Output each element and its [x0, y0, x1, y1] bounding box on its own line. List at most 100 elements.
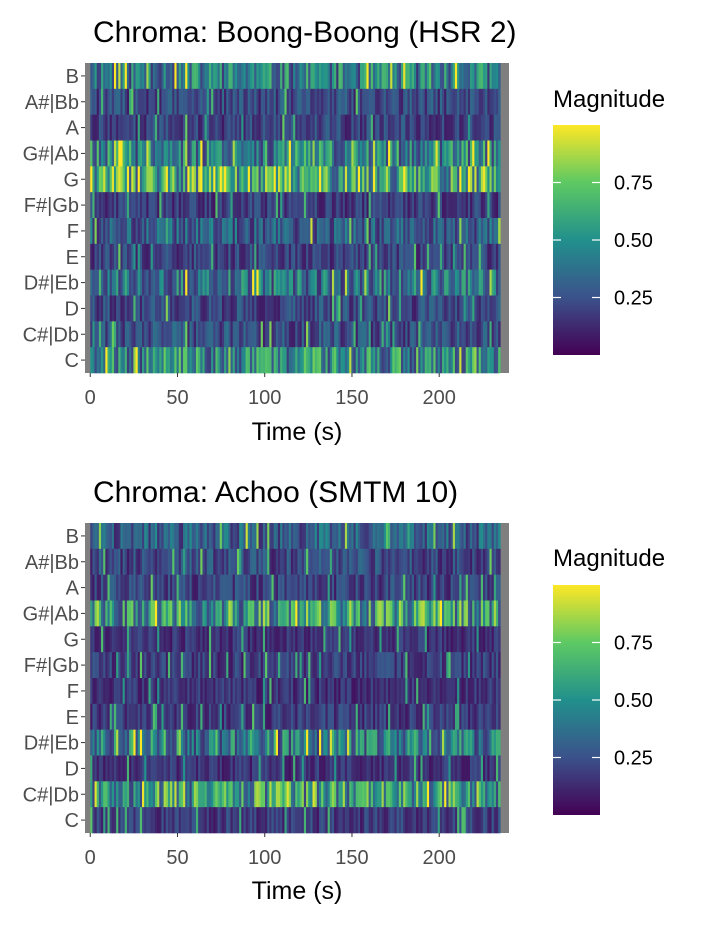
- heatmap-cell: [211, 347, 214, 374]
- heatmap-cell: [254, 192, 257, 219]
- heatmap-cell: [489, 523, 492, 550]
- heatmap-cell: [312, 523, 316, 550]
- heatmap-cell: [277, 166, 281, 193]
- heatmap-cell: [349, 140, 352, 167]
- heatmap-cell: [176, 626, 180, 653]
- heatmap-cell: [113, 140, 117, 167]
- heatmap-cell: [142, 269, 145, 296]
- heatmap-cell: [483, 295, 486, 322]
- heatmap-cell: [148, 652, 152, 679]
- heatmap-cell: [92, 678, 95, 705]
- heatmap-cell: [487, 243, 490, 270]
- heatmap-cell: [360, 755, 363, 782]
- heatmap-cell: [131, 652, 134, 679]
- heatmap-cell: [139, 807, 143, 834]
- heatmap-cell: [321, 600, 324, 627]
- heatmap-cell: [142, 63, 145, 90]
- heatmap-cell: [146, 600, 149, 627]
- heatmap-cell: [159, 347, 162, 374]
- heatmap-cell: [392, 295, 395, 322]
- heatmap-cell: [234, 523, 238, 550]
- heatmap-cell: [336, 140, 339, 167]
- heatmap-cell: [452, 321, 456, 348]
- heatmap-cell: [172, 243, 175, 270]
- heatmap-cell: [295, 218, 298, 245]
- heatmap-cell: [163, 218, 167, 245]
- heatmap-cell: [347, 574, 350, 601]
- heatmap-cell: [312, 114, 316, 141]
- heatmap-cell: [290, 548, 294, 575]
- heatmap-cell: [273, 548, 277, 575]
- heatmap-cell: [396, 63, 400, 90]
- heatmap-cell: [206, 243, 210, 270]
- heatmap-cell: [329, 755, 333, 782]
- heatmap-cell: [120, 88, 123, 115]
- heatmap-cell: [282, 807, 285, 834]
- heatmap-cell: [461, 703, 464, 730]
- heatmap-cell: [198, 548, 201, 575]
- heatmap-cell: [165, 600, 169, 627]
- heatmap-cell: [442, 755, 445, 782]
- heatmap-cell: [299, 295, 303, 322]
- heatmap-cell: [407, 652, 410, 679]
- heatmap-cell: [280, 652, 283, 679]
- heatmap-cell: [340, 781, 344, 808]
- heatmap-cell: [226, 166, 229, 193]
- heatmap-cell: [448, 166, 451, 193]
- heatmap-cell: [286, 347, 290, 374]
- heatmap-cell: [344, 678, 348, 705]
- heatmap-cell: [103, 729, 106, 756]
- heatmap-cell: [152, 192, 156, 219]
- heatmap-cell: [122, 523, 126, 550]
- heatmap-cell: [267, 807, 270, 834]
- heatmap-cell: [137, 321, 141, 348]
- heatmap-cell: [310, 63, 313, 90]
- heatmap-cell: [442, 166, 445, 193]
- heatmap-cell: [152, 321, 156, 348]
- heatmap-cell: [390, 755, 393, 782]
- heatmap-cell: [165, 218, 169, 245]
- heatmap-cell: [178, 269, 182, 296]
- heatmap-cell: [217, 626, 221, 653]
- heatmap-cell: [401, 781, 404, 808]
- heatmap-cell: [243, 652, 246, 679]
- heatmap-cell: [312, 755, 316, 782]
- heatmap-cell: [118, 218, 121, 245]
- heatmap-cell: [157, 729, 160, 756]
- heatmap-cell: [107, 729, 111, 756]
- heatmap-cell: [126, 166, 130, 193]
- heatmap-cell: [429, 218, 432, 245]
- heatmap-cell: [116, 243, 119, 270]
- heatmap-cell: [193, 114, 197, 141]
- heatmap-cell: [390, 574, 393, 601]
- heatmap-cell: [206, 678, 210, 705]
- heatmap-cell: [252, 192, 255, 219]
- heatmap-cell: [405, 269, 408, 296]
- heatmap-cell: [353, 114, 357, 141]
- heatmap-cell: [195, 703, 199, 730]
- heatmap-cell: [213, 63, 216, 90]
- heatmap-cell: [474, 781, 477, 808]
- heatmap-cell: [424, 347, 428, 374]
- heatmap-cell: [381, 243, 385, 270]
- heatmap-cell: [301, 781, 305, 808]
- heatmap-cell: [470, 807, 473, 834]
- heatmap-cell: [273, 678, 277, 705]
- heatmap-cell: [338, 63, 341, 90]
- heatmap-cell: [444, 652, 447, 679]
- heatmap-cell: [252, 243, 255, 270]
- heatmap-cell: [247, 652, 251, 679]
- heatmap-cell: [221, 243, 225, 270]
- heatmap-cell: [401, 192, 404, 219]
- heatmap-cell: [429, 166, 432, 193]
- heatmap-cell: [439, 652, 443, 679]
- heatmap-cell: [450, 321, 454, 348]
- heatmap-cell: [185, 523, 188, 550]
- heatmap-cell: [297, 114, 300, 141]
- heatmap-cell: [122, 652, 126, 679]
- heatmap-cell: [316, 574, 320, 601]
- heatmap-cell: [275, 321, 279, 348]
- heatmap-cell: [282, 192, 285, 219]
- heatmap-cell: [258, 243, 262, 270]
